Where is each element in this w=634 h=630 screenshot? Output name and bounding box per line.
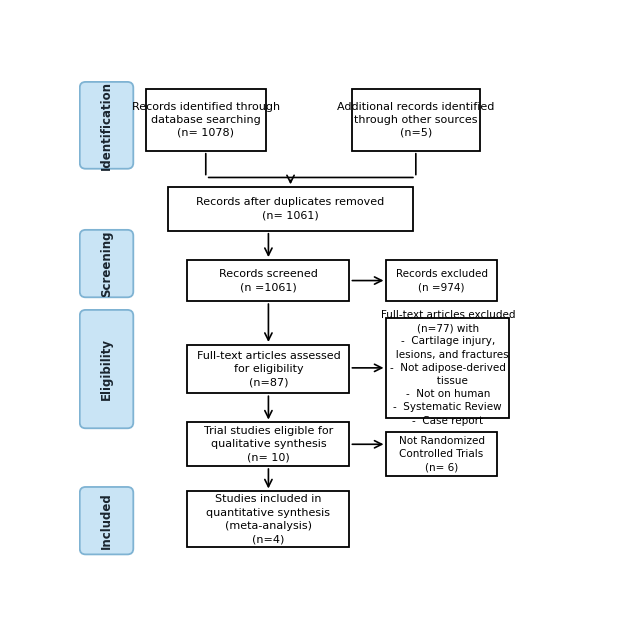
Bar	[167, 187, 413, 231]
Bar	[188, 423, 349, 466]
Text: Included: Included	[100, 492, 113, 549]
Text: Not Randomized
Controlled Trials
(n= 6): Not Randomized Controlled Trials (n= 6)	[399, 436, 484, 472]
Text: Identification: Identification	[100, 81, 113, 170]
Text: Full-text articles assessed
for eligibility
(n=87): Full-text articles assessed for eligibil…	[197, 351, 340, 387]
Text: Records after duplicates removed
(n= 1061): Records after duplicates removed (n= 106…	[197, 197, 385, 220]
FancyBboxPatch shape	[80, 310, 133, 428]
Text: Eligibility: Eligibility	[100, 338, 113, 400]
Text: Additional records identified
through other sources
(n=5): Additional records identified through ot…	[337, 101, 495, 138]
Text: Studies included in
quantitative synthesis
(meta-analysis)
(n=4): Studies included in quantitative synthes…	[207, 495, 330, 544]
Text: Full-text articles excluded
(n=77) with
-  Cartilage injury,
   lesions, and fra: Full-text articles excluded (n=77) with …	[380, 310, 515, 426]
Text: Trial studies eligible for
qualitative synthesis
(n= 10): Trial studies eligible for qualitative s…	[204, 426, 333, 462]
Bar	[352, 89, 480, 151]
Text: Screening: Screening	[100, 231, 113, 297]
FancyBboxPatch shape	[80, 230, 133, 297]
Bar	[386, 318, 509, 418]
Text: Records screened
(n =1061): Records screened (n =1061)	[219, 269, 318, 292]
FancyBboxPatch shape	[80, 82, 133, 169]
Bar	[188, 260, 349, 301]
Bar	[188, 345, 349, 393]
Bar	[146, 89, 266, 151]
FancyBboxPatch shape	[80, 487, 133, 554]
Bar	[188, 491, 349, 547]
Text: Records excluded
(n =974): Records excluded (n =974)	[396, 269, 488, 292]
Bar	[386, 260, 497, 301]
Bar	[386, 432, 497, 476]
Text: Records identified through
database searching
(n= 1078): Records identified through database sear…	[132, 101, 280, 138]
